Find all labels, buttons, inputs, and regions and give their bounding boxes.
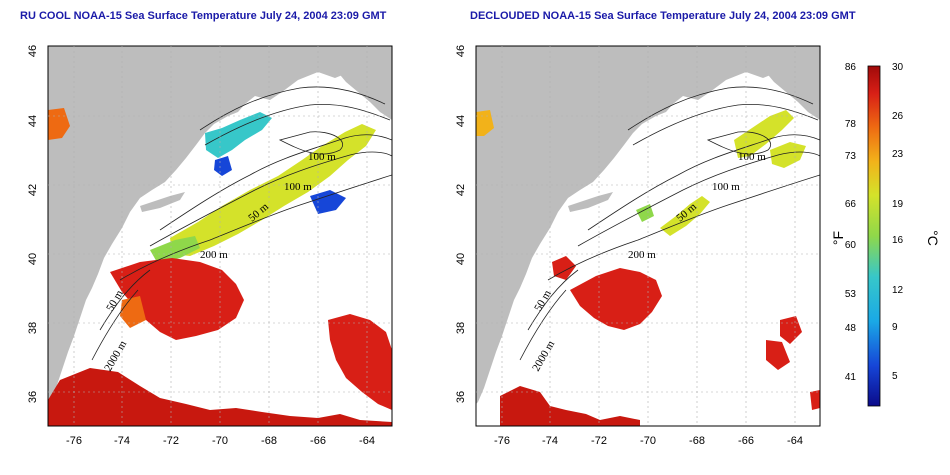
right-lat-tick: 42 — [455, 184, 467, 196]
left-lon-tick: -74 — [114, 435, 130, 447]
right-lat-tick: 46 — [455, 45, 467, 57]
left-land-nova-scotia — [330, 46, 392, 120]
right-sst-yellow-band-east — [770, 142, 806, 168]
right-lon-tick: -76 — [494, 435, 510, 447]
left-lat-tick: 38 — [27, 322, 39, 334]
right-contour-label-200m: 200 m — [628, 249, 656, 261]
left-lon-tick: -70 — [212, 435, 228, 447]
left-sst-red-east — [328, 314, 392, 410]
right-lon-axis: -76 -74 -72 -70 -68 -66 -64 — [494, 435, 803, 447]
colorbar-gradient — [867, 65, 881, 407]
left-lon-tick: -68 — [261, 435, 277, 447]
right-map-panel: 100 m 100 m 50 m 200 m 50 m 2000 m 36 38… — [455, 45, 821, 447]
left-lon-tick: -72 — [163, 435, 179, 447]
right-lon-tick: -66 — [738, 435, 754, 447]
left-sst-blue-east — [310, 190, 346, 214]
celsius-tick: 30 — [892, 62, 904, 73]
left-sst-shelf-green — [150, 236, 200, 264]
right-land-mainland — [476, 46, 820, 404]
right-lon-tick: -72 — [591, 435, 607, 447]
left-lon-tick: -64 — [359, 435, 375, 447]
colorbar-fahrenheit-ticks: 86 78 73 66 60 53 48 41 — [845, 62, 857, 383]
right-contour-label-100m-a: 100 m — [738, 151, 766, 163]
right-sst-red-se — [810, 390, 820, 410]
left-lat-tick: 42 — [27, 184, 39, 196]
right-sst-orange-patch — [476, 110, 494, 136]
right-sst-red-gulf-stream — [570, 268, 662, 330]
left-contour-label-100m-a: 100 m — [308, 151, 336, 163]
left-lat-tick: 36 — [27, 391, 39, 403]
right-land-nova-scotia — [758, 46, 820, 120]
left-sst-gulf-of-maine-cyan — [205, 112, 272, 158]
right-lat-tick: 44 — [455, 115, 467, 127]
celsius-unit-label: °C — [925, 230, 941, 246]
fahrenheit-tick: 41 — [845, 372, 857, 383]
celsius-tick: 23 — [892, 149, 904, 160]
left-land-mainland — [48, 46, 392, 404]
right-contour-label-100m-b: 100 m — [712, 181, 740, 193]
left-map-panel: 100 m 100 m 50 m 200 m 50 m 2000 m 36 38… — [27, 45, 393, 447]
celsius-tick: 19 — [892, 199, 904, 210]
left-lat-tick: 46 — [27, 45, 39, 57]
celsius-tick: 26 — [892, 111, 904, 122]
left-bathymetry-contours — [91, 86, 392, 361]
left-lat-tick: 44 — [27, 115, 39, 127]
temperature-colorbar: 86 78 73 66 60 53 48 41 30 26 23 19 16 1… — [830, 62, 941, 407]
left-sst-gulf-stream-red — [110, 258, 244, 340]
left-lat-tick: 40 — [27, 253, 39, 265]
left-sst-red-south — [48, 368, 392, 426]
left-sst-blue-patch — [214, 156, 232, 176]
fahrenheit-unit-label: °F — [830, 231, 846, 245]
right-lon-tick: -68 — [689, 435, 705, 447]
left-lon-axis: -76 -74 -72 -70 -68 -66 -64 — [66, 435, 375, 447]
celsius-tick: 12 — [892, 285, 904, 296]
right-lon-tick: -64 — [787, 435, 803, 447]
left-panel-title: RU COOL NOAA-15 Sea Surface Temperature … — [20, 10, 387, 22]
left-lat-axis: 36 38 40 42 44 46 — [27, 45, 39, 403]
celsius-tick: 16 — [892, 235, 904, 246]
fahrenheit-tick: 60 — [845, 240, 857, 251]
fahrenheit-tick: 66 — [845, 199, 857, 210]
fahrenheit-tick: 53 — [845, 289, 857, 300]
right-land-long-island — [568, 192, 613, 212]
colorbar-celsius-ticks: 30 26 23 19 16 12 9 5 — [892, 62, 904, 382]
fahrenheit-tick: 86 — [845, 62, 857, 73]
left-land-long-island — [140, 192, 185, 212]
right-sst-green-patch — [636, 204, 654, 222]
left-lon-tick: -66 — [310, 435, 326, 447]
right-sst-red-south — [500, 386, 640, 426]
fahrenheit-tick: 73 — [845, 151, 857, 162]
left-lon-tick: -76 — [66, 435, 82, 447]
left-grid — [48, 46, 392, 426]
left-contour-label-100m-b: 100 m — [284, 181, 312, 193]
celsius-tick: 9 — [892, 322, 898, 333]
right-lon-tick: -74 — [542, 435, 558, 447]
right-lon-tick: -70 — [640, 435, 656, 447]
celsius-tick: 5 — [892, 371, 898, 382]
fahrenheit-tick: 48 — [845, 323, 857, 334]
left-sst-shelf-yellow — [170, 124, 376, 256]
right-lat-tick: 38 — [455, 322, 467, 334]
right-lat-axis: 36 38 40 42 44 46 — [455, 45, 467, 403]
fahrenheit-tick: 78 — [845, 119, 857, 130]
left-contour-label-200m: 200 m — [200, 249, 228, 261]
right-grid — [476, 46, 820, 426]
right-sst-red-east-small — [766, 340, 790, 370]
right-lat-tick: 40 — [455, 253, 467, 265]
right-panel-title: DECLOUDED NOAA-15 Sea Surface Temperatur… — [470, 10, 856, 22]
right-lat-tick: 36 — [455, 391, 467, 403]
